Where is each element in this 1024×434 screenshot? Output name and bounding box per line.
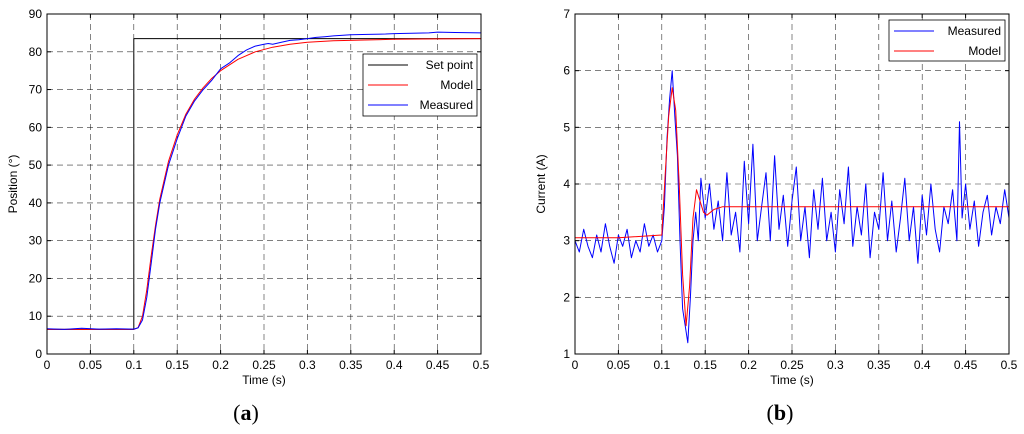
y-tick-label: 70 [29, 83, 43, 97]
x-tick-label: 0.2 [212, 358, 229, 372]
legend-label: Model [440, 78, 473, 92]
legend: Measured Model [888, 19, 1006, 62]
y-tick-label: 5 [563, 120, 570, 134]
x-tick-label: 0.35 [867, 358, 891, 372]
y-tick-label: 80 [29, 45, 43, 59]
y-tick-label: 20 [29, 271, 43, 285]
y-tick-label: 4 [563, 177, 570, 191]
x-tick-label: 0.45 [954, 358, 978, 372]
x-tick-label: 0.3 [827, 358, 844, 372]
legend-label: Measured [948, 24, 1001, 38]
x-tick-label: 0.45 [426, 358, 450, 372]
series-group [47, 31, 481, 330]
x-axis-label: Time (s) [770, 373, 814, 387]
y-tick-label: 50 [29, 158, 43, 172]
legend-box [888, 19, 1006, 62]
y-tick-label: 30 [29, 234, 43, 248]
x-tick-label: 0.1 [653, 358, 670, 372]
x-tick-label: 0.35 [339, 358, 363, 372]
y-tick-label: 1 [563, 347, 570, 361]
y-tick-label: 90 [29, 7, 43, 21]
x-tick-label: 0.4 [386, 358, 403, 372]
x-tick-label: 0.4 [914, 358, 931, 372]
y-tick-label: 7 [563, 7, 570, 21]
legend-label: Set point [426, 58, 474, 72]
x-tick-label: 0 [44, 358, 51, 372]
y-tick-label: 0 [35, 347, 42, 361]
chart-a-position: 0 0.05 0.1 0.15 0.2 0.25 0.3 0.35 0.4 0.45 0.5 0 10 2… [6, 7, 490, 387]
y-axis-label: Current (A) [534, 154, 548, 213]
y-tick-label: 6 [563, 64, 570, 78]
x-tick-label: 0 [572, 358, 579, 372]
x-tick-label: 0.1 [125, 358, 142, 372]
x-tick-label: 0.15 [166, 358, 190, 372]
x-axis-label: Time (s) [242, 373, 286, 387]
legend-label: Model [968, 44, 1001, 58]
series-line-model [575, 87, 1009, 327]
series-line-measured [575, 70, 1009, 344]
x-tick-label: 0.5 [473, 358, 490, 372]
x-tick-label: 0.15 [694, 358, 718, 372]
x-tick-label: 0.3 [299, 358, 316, 372]
y-tick-label: 3 [563, 234, 570, 248]
y-axis-label: Position (°) [6, 155, 20, 214]
panel-label-b: (b) [767, 400, 794, 425]
panel-label-a: (a) [233, 400, 259, 425]
x-tick-label: 0.05 [607, 358, 631, 372]
x-tick-label: 0.25 [780, 358, 804, 372]
y-tick-label: 60 [29, 120, 43, 134]
series-line-measured [47, 31, 481, 330]
x-tick-label: 0.2 [740, 358, 757, 372]
x-tick-label: 0.5 [1001, 358, 1018, 372]
legend-label: Measured [420, 98, 473, 112]
x-tick-label: 0.25 [252, 358, 276, 372]
legend: Set point Model Measured [362, 53, 478, 117]
y-tick-label: 40 [29, 196, 43, 210]
series-group [575, 70, 1009, 344]
y-tick-label: 2 [563, 290, 570, 304]
chart-b-current: 0 0.05 0.1 0.15 0.2 0.25 0.3 0.35 0.4 0.45 0.5 1 2 3 4… [534, 7, 1018, 387]
series-line-model [47, 38, 481, 330]
y-tick-label: 10 [29, 309, 43, 323]
x-tick-label: 0.05 [79, 358, 103, 372]
